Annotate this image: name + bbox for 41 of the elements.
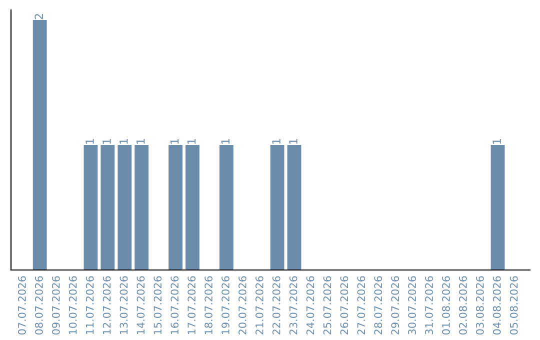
x-tick-label: 20.07.2026 — [238, 276, 246, 334]
x-tick-label: 15.07.2026 — [154, 276, 162, 334]
data-label: 1 — [120, 138, 128, 144]
x-tick-label: 18.07.2026 — [204, 276, 212, 334]
x-tick-label: 28.07.2026 — [374, 276, 382, 334]
x-tick-label: 23.07.2026 — [289, 276, 298, 334]
x-tick-label: 07.07.2026 — [18, 276, 26, 335]
x-tick-label: 02.08.2026 — [458, 276, 467, 335]
x-tick-label: 21.07.2026 — [255, 276, 264, 334]
data-label: 1 — [170, 138, 179, 144]
x-tick-label: 12.07.2026 — [102, 276, 111, 334]
x-tick-label: 24.07.2026 — [306, 276, 314, 334]
data-label: 1 — [272, 138, 280, 144]
x-tick-label: 16.07.2026 — [170, 276, 179, 334]
x-tick-label: 31.07.2026 — [425, 276, 433, 334]
x-tick-label: 10.07.2026 — [68, 276, 77, 334]
x-tick-label: 14.07.2026 — [136, 276, 145, 334]
data-label: 1 — [86, 138, 94, 144]
x-tick-label: 01.08.2026 — [442, 276, 450, 335]
x-tick-label: 25.07.2026 — [323, 276, 332, 334]
x-tick-label: 05.08.2026 — [510, 276, 518, 335]
x-tick-label: 04.08.2026 — [492, 276, 501, 335]
data-label: 1 — [102, 138, 111, 144]
data-label: 1 — [136, 138, 145, 144]
x-tick-label: 03.08.2026 — [476, 276, 484, 335]
x-tick-label: 11.07.2026 — [86, 276, 94, 334]
x-tick-label: 27.07.2026 — [357, 276, 366, 334]
data-label: 2 — [34, 14, 43, 20]
x-tick-label: 13.07.2026 — [120, 276, 128, 334]
x-tick-label: 26.07.2026 — [340, 276, 348, 334]
x-tick-label: 22.07.2026 — [272, 276, 280, 334]
x-tick-label: 09.07.2026 — [52, 276, 60, 335]
data-label: 1 — [492, 138, 501, 144]
x-tick-label: 19.07.2026 — [222, 276, 230, 334]
x-tick-label: 30.07.2026 — [408, 276, 416, 334]
x-tick-label: 08.07.2026 — [34, 276, 43, 335]
x-tick-label: 17.07.2026 — [188, 276, 196, 334]
data-label: 1 — [221, 138, 230, 144]
data-label: 1 — [187, 138, 196, 144]
data-label: 1 — [289, 138, 298, 144]
x-tick-label: 29.07.2026 — [391, 276, 400, 334]
